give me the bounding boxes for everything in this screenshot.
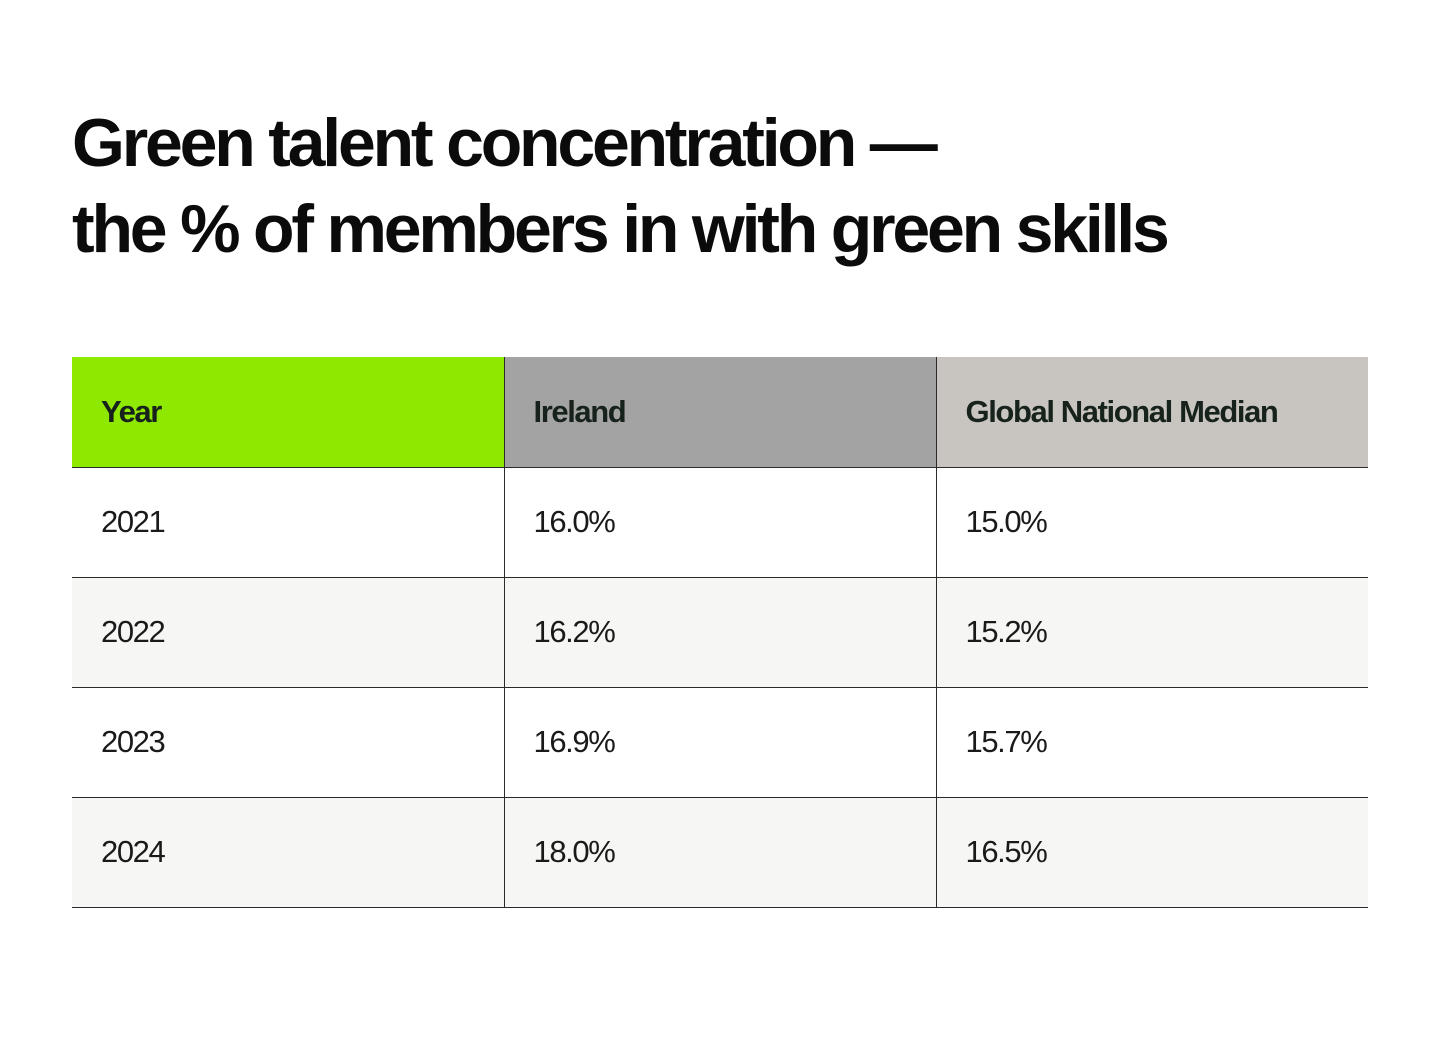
cell-global: 15.7% <box>935 687 1368 798</box>
cell-ireland: 16.0% <box>503 467 936 578</box>
table-header-row: Year Ireland Global National Median <box>72 357 1368 468</box>
cell-ireland: 16.2% <box>503 577 936 688</box>
header-global-national-median: Global National Median <box>935 357 1368 468</box>
title-line-2: the % of members in with green skills <box>72 191 1170 267</box>
cell-global: 15.2% <box>935 577 1368 688</box>
table-row: 2023 16.9% 15.7% <box>72 687 1368 798</box>
title-line-1: Green talent concentration — <box>72 105 938 181</box>
header-year: Year <box>72 357 504 468</box>
cell-ireland: 18.0% <box>503 797 936 908</box>
cell-year: 2023 <box>72 687 504 798</box>
cell-year: 2022 <box>72 577 504 688</box>
header-ireland: Ireland <box>503 357 936 468</box>
cell-global: 15.0% <box>935 467 1368 578</box>
cell-ireland: 16.9% <box>503 687 936 798</box>
table-row: 2021 16.0% 15.0% <box>72 467 1368 578</box>
cell-year: 2024 <box>72 797 504 908</box>
table-row: 2024 18.0% 16.5% <box>72 797 1368 908</box>
table-row: 2022 16.2% 15.2% <box>72 577 1368 688</box>
data-table: Year Ireland Global National Median 2021… <box>72 357 1368 908</box>
data-table-container: Year Ireland Global National Median 2021… <box>72 357 1368 908</box>
cell-global: 16.5% <box>935 797 1368 908</box>
cell-year: 2021 <box>72 467 504 578</box>
page-title: Green talent concentration — the % of me… <box>72 100 1372 272</box>
